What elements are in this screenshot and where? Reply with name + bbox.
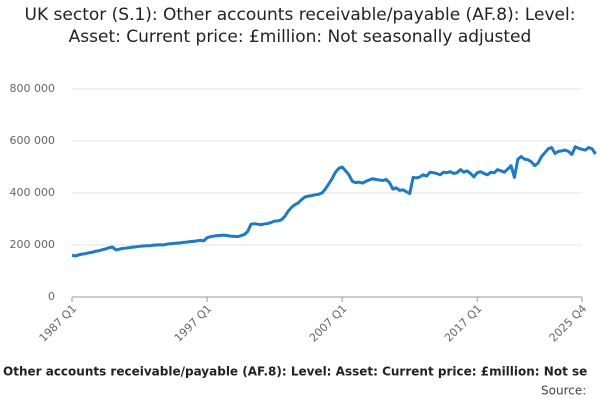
y-tick-label: 200 000: [10, 238, 56, 251]
x-tick-label: 1997 Q1: [172, 302, 215, 345]
line-series: [71, 145, 597, 258]
y-tick-label: 600 000: [10, 134, 56, 147]
y-tick-label: 800 000: [10, 82, 56, 95]
chart-title: UK sector (S.1): Other accounts receivab…: [24, 5, 576, 47]
x-tick-label: 1987 Q1: [37, 302, 80, 345]
source: Source:: [541, 384, 586, 398]
y-tick-label: 400 000: [10, 186, 56, 199]
y-tick-label: 0: [48, 290, 55, 303]
x-tick-label: 2017 Q1: [442, 302, 485, 345]
x-tick-label: 2007 Q1: [307, 302, 350, 345]
footer-title: Other accounts receivable/payable (AF.8)…: [3, 365, 587, 379]
x-tick-label: 2025 Q4: [547, 302, 590, 345]
